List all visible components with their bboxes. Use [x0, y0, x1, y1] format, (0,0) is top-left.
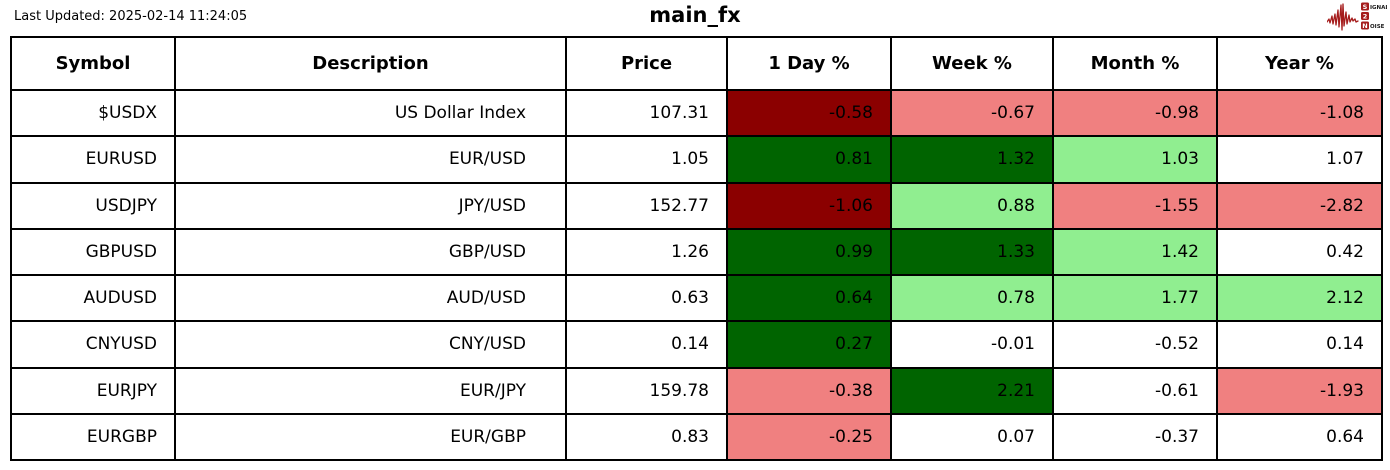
week-change-cell: 0.88 [890, 181, 1054, 230]
year-change-cell: 0.64 [1216, 412, 1383, 462]
month-change-cell: -0.52 [1052, 320, 1218, 369]
month-change-cell: -1.55 [1052, 181, 1218, 230]
month-change-cell: 1.77 [1052, 273, 1218, 323]
table-row: EURGBP EUR/GBP 0.83 -0.25 0.07 -0.37 0.6… [10, 412, 1383, 462]
symbol-cell: CNYUSD [10, 320, 176, 369]
price-cell: 1.05 [565, 135, 728, 184]
description-cell: CNY/USD [174, 320, 567, 369]
month-change-cell: 1.42 [1052, 227, 1218, 277]
day-change-cell: -0.25 [726, 412, 892, 462]
symbol-cell: EURJPY [10, 366, 176, 415]
logo-n-letter: N [1362, 22, 1367, 30]
logo-2-badge [1361, 12, 1369, 20]
price-cell: 1.26 [565, 227, 728, 277]
week-change-cell: 1.32 [890, 135, 1054, 184]
description-cell: GBP/USD [174, 227, 567, 277]
day-change-cell: 0.99 [726, 227, 892, 277]
year-change-cell: -1.93 [1216, 366, 1383, 415]
signal2noise-logo: S IGNAL 2 N OISE [1327, 2, 1387, 31]
table-row: AUDUSD AUD/USD 0.63 0.64 0.78 1.77 2.12 [10, 273, 1383, 323]
logo-signal-text: IGNAL [1370, 5, 1387, 11]
price-cell: 0.63 [565, 273, 728, 323]
week-change-cell: 0.78 [890, 273, 1054, 323]
day-change-cell: -1.06 [726, 181, 892, 230]
fx-table: Symbol Description Price 1 Day % Week % … [10, 36, 1383, 462]
month-change-cell: -0.98 [1052, 88, 1218, 138]
symbol-cell: AUDUSD [10, 273, 176, 323]
day-change-cell: -0.38 [726, 366, 892, 415]
page-title: main_fx [649, 3, 741, 27]
table-row: CNYUSD CNY/USD 0.14 0.27 -0.01 -0.52 0.1… [10, 320, 1383, 369]
column-header-year: Year % [1216, 36, 1383, 91]
description-cell: EUR/GBP [174, 412, 567, 462]
price-cell: 0.14 [565, 320, 728, 369]
symbol-cell: EURGBP [10, 412, 176, 462]
year-change-cell: 0.14 [1216, 320, 1383, 369]
year-change-cell: -1.08 [1216, 88, 1383, 138]
day-change-cell: 0.81 [726, 135, 892, 184]
month-change-cell: -0.61 [1052, 366, 1218, 415]
logo-noise-text: OISE [1370, 24, 1385, 30]
symbol-cell: $USDX [10, 88, 176, 138]
description-cell: US Dollar Index [174, 88, 567, 138]
symbol-cell: USDJPY [10, 181, 176, 230]
table-row: $USDX US Dollar Index 107.31 -0.58 -0.67… [10, 88, 1383, 138]
column-header-1day: 1 Day % [726, 36, 892, 91]
week-change-cell: -0.67 [890, 88, 1054, 138]
year-change-cell: 0.42 [1216, 227, 1383, 277]
description-cell: JPY/USD [174, 181, 567, 230]
price-cell: 159.78 [565, 366, 728, 415]
last-updated-text: Last Updated: 2025-02-14 11:24:05 [14, 9, 248, 24]
symbol-cell: EURUSD [10, 135, 176, 184]
table-row: EURUSD EUR/USD 1.05 0.81 1.32 1.03 1.07 [10, 135, 1383, 184]
column-header-description: Description [174, 36, 567, 91]
week-change-cell: 1.33 [890, 227, 1054, 277]
table-header-row: Symbol Description Price 1 Day % Week % … [10, 36, 1383, 91]
year-change-cell: -2.82 [1216, 181, 1383, 230]
price-cell: 0.83 [565, 412, 728, 462]
column-header-month: Month % [1052, 36, 1218, 91]
column-header-week: Week % [890, 36, 1054, 91]
column-header-symbol: Symbol [10, 36, 176, 91]
description-cell: AUD/USD [174, 273, 567, 323]
price-cell: 152.77 [565, 181, 728, 230]
month-change-cell: -0.37 [1052, 412, 1218, 462]
column-header-price: Price [565, 36, 728, 91]
table-row: USDJPY JPY/USD 152.77 -1.06 0.88 -1.55 -… [10, 181, 1383, 230]
symbol-cell: GBPUSD [10, 227, 176, 277]
day-change-cell: 0.27 [726, 320, 892, 369]
logo-2-digit: 2 [1363, 13, 1368, 21]
table-row: EURJPY EUR/JPY 159.78 -0.38 2.21 -0.61 -… [10, 366, 1383, 415]
description-cell: EUR/JPY [174, 366, 567, 415]
logo-s-letter: S [1363, 3, 1368, 11]
waveform-icon [1327, 3, 1359, 31]
logo-s-badge [1361, 2, 1369, 11]
week-change-cell: 0.07 [890, 412, 1054, 462]
price-cell: 107.31 [565, 88, 728, 138]
week-change-cell: -0.01 [890, 320, 1054, 369]
week-change-cell: 2.21 [890, 366, 1054, 415]
table-body: $USDX US Dollar Index 107.31 -0.58 -0.67… [10, 88, 1383, 462]
year-change-cell: 2.12 [1216, 273, 1383, 323]
day-change-cell: 0.64 [726, 273, 892, 323]
description-cell: EUR/USD [174, 135, 567, 184]
table-row: GBPUSD GBP/USD 1.26 0.99 1.33 1.42 0.42 [10, 227, 1383, 277]
logo-n-badge [1361, 21, 1369, 30]
year-change-cell: 1.07 [1216, 135, 1383, 184]
day-change-cell: -0.58 [726, 88, 892, 138]
month-change-cell: 1.03 [1052, 135, 1218, 184]
